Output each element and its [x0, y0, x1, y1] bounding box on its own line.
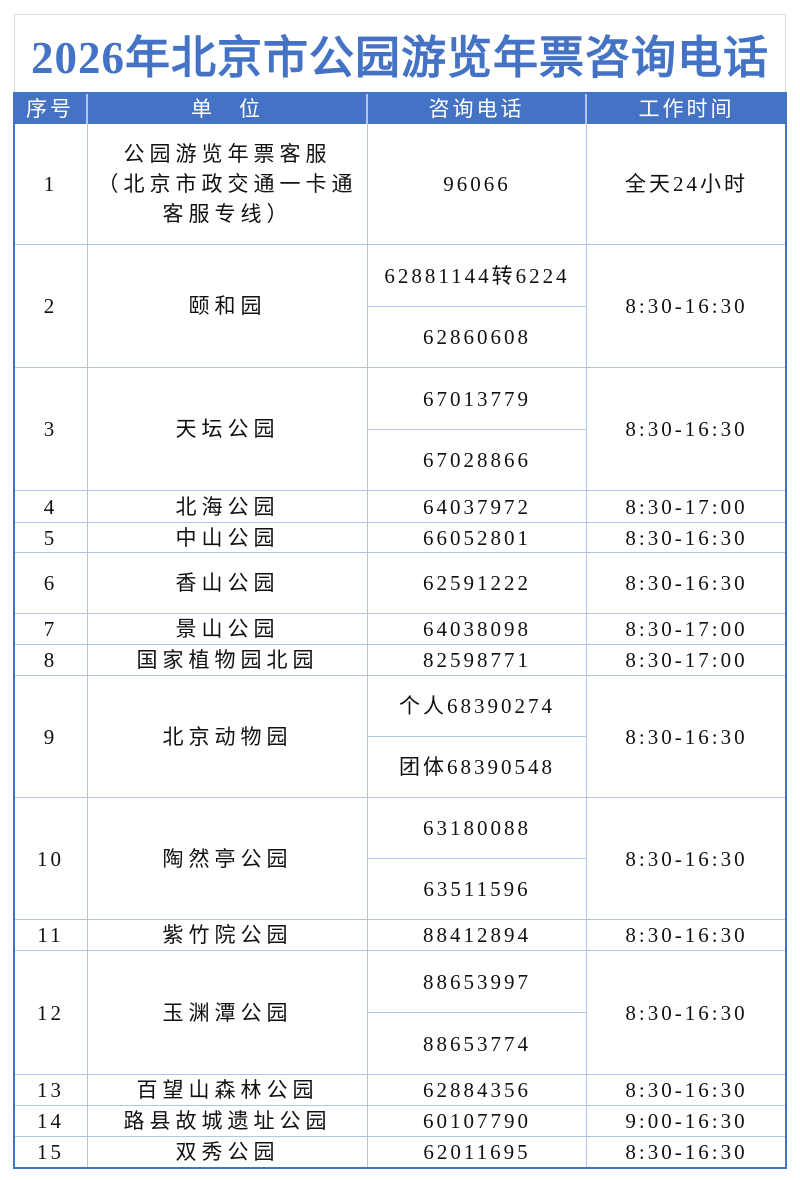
row-number: 7 — [14, 614, 88, 645]
row-hours: 8:30-16:30 — [587, 553, 786, 614]
page-title: 2026年北京市公园游览年票咨询电话 — [30, 32, 769, 83]
row-unit: 路县故城遗址公园 — [88, 1106, 368, 1137]
row-number: 2 — [14, 245, 88, 368]
row-phone: 63180088 — [368, 798, 587, 859]
row-phone: 62011695 — [368, 1137, 587, 1168]
row-hours: 8:30-17:00 — [587, 614, 786, 645]
row-phone: 62591222 — [368, 553, 587, 614]
row-hours: 全天24小时 — [587, 124, 786, 245]
row-unit: 紫竹院公园 — [88, 920, 368, 951]
row-number: 8 — [14, 645, 88, 676]
header-hours: 工作时间 — [587, 92, 786, 124]
row-phone: 60107790 — [368, 1106, 587, 1137]
row-unit: 双秀公园 — [88, 1137, 368, 1168]
row-unit: 国家植物园北园 — [88, 645, 368, 676]
row-hours: 8:30-16:30 — [587, 920, 786, 951]
row-hours: 8:30-16:30 — [587, 951, 786, 1075]
row-hours: 8:30-16:30 — [587, 1137, 786, 1168]
row-phone: 67028866 — [368, 430, 587, 491]
row-number: 13 — [14, 1075, 88, 1106]
row-unit: 颐和园 — [88, 245, 368, 368]
row-number: 11 — [14, 920, 88, 951]
row-number: 3 — [14, 368, 88, 491]
row-unit: 中山公园 — [88, 523, 368, 553]
row-hours: 8:30-17:00 — [587, 645, 786, 676]
row-hours: 9:00-16:30 — [587, 1106, 786, 1137]
header-no: 序号 — [14, 92, 88, 124]
row-unit: 百望山森林公园 — [88, 1075, 368, 1106]
row-number: 9 — [14, 676, 88, 798]
row-phone: 62881144转6224 — [368, 245, 587, 307]
row-unit: 北京动物园 — [88, 676, 368, 798]
row-hours: 8:30-16:30 — [587, 798, 786, 920]
row-unit: 景山公园 — [88, 614, 368, 645]
row-hours: 8:30-16:30 — [587, 368, 786, 491]
row-number: 4 — [14, 491, 88, 523]
header-phone: 咨询电话 — [368, 92, 587, 124]
row-number: 15 — [14, 1137, 88, 1168]
row-phone: 62884356 — [368, 1075, 587, 1106]
row-hours: 8:30-16:30 — [587, 245, 786, 368]
row-unit: 香山公园 — [88, 553, 368, 614]
row-number: 12 — [14, 951, 88, 1075]
row-phone: 62860608 — [368, 307, 587, 368]
row-phone: 64037972 — [368, 491, 587, 523]
row-unit: 北海公园 — [88, 491, 368, 523]
row-phone: 63511596 — [368, 859, 587, 920]
row-phone: 64038098 — [368, 614, 587, 645]
row-number: 6 — [14, 553, 88, 614]
row-number: 1 — [14, 124, 88, 245]
row-number: 10 — [14, 798, 88, 920]
row-hours: 8:30-17:00 — [587, 491, 786, 523]
row-unit: 陶然亭公园 — [88, 798, 368, 920]
row-unit: 天坛公园 — [88, 368, 368, 491]
row-unit: 玉渊潭公园 — [88, 951, 368, 1075]
row-phone: 个人68390274 — [368, 676, 587, 737]
row-number: 14 — [14, 1106, 88, 1137]
row-phone: 67013779 — [368, 368, 587, 430]
row-phone: 88653774 — [368, 1013, 587, 1075]
row-number: 5 — [14, 523, 88, 553]
row-hours: 8:30-16:30 — [587, 676, 786, 798]
row-phone: 88653997 — [368, 951, 587, 1013]
header-unit: 单 位 — [88, 92, 368, 124]
row-phone: 82598771 — [368, 645, 587, 676]
row-hours: 8:30-16:30 — [587, 523, 786, 553]
row-hours: 8:30-16:30 — [587, 1075, 786, 1106]
row-unit: 公园游览年票客服 （北京市政交通一卡通 客服专线） — [88, 124, 368, 245]
row-phone: 团体68390548 — [368, 737, 587, 798]
row-phone: 66052801 — [368, 523, 587, 553]
row-phone: 88412894 — [368, 920, 587, 951]
row-phone: 96066 — [368, 124, 587, 245]
